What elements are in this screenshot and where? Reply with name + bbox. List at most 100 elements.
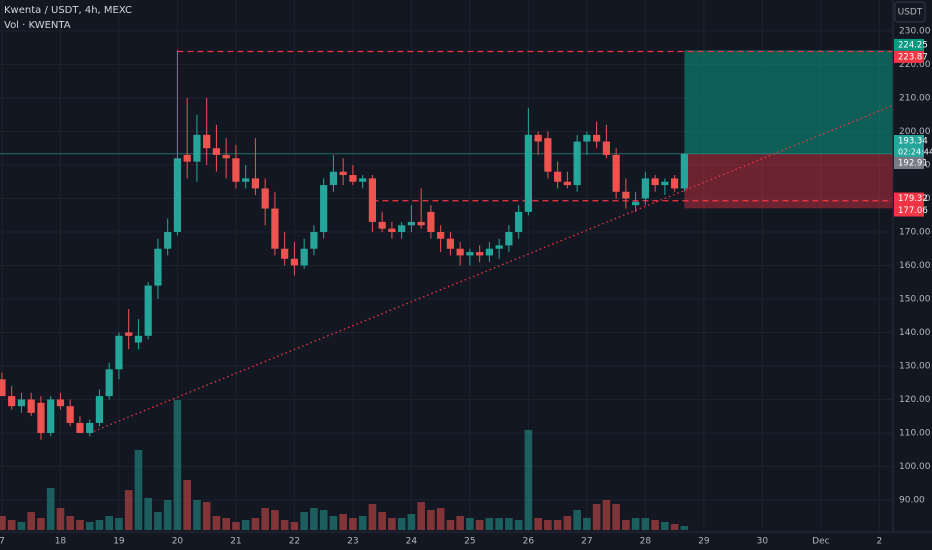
candle-body — [544, 138, 552, 172]
candle-body — [427, 211, 435, 232]
y-tick-label: 110.00 — [899, 428, 931, 438]
volume-bar — [300, 512, 308, 530]
candle-body — [290, 258, 299, 266]
volume-bar — [17, 522, 26, 530]
volume-bar — [651, 520, 659, 530]
candle-body — [515, 211, 523, 232]
candle-body — [193, 134, 201, 162]
y-tick-label: 200.00 — [899, 127, 931, 137]
candle-body — [339, 171, 347, 176]
volume-bar — [193, 500, 201, 530]
candle-body — [154, 248, 162, 286]
candle-body — [563, 181, 571, 186]
candle-body — [27, 399, 35, 413]
volume-bar — [163, 500, 172, 530]
price-tag — [894, 38, 924, 51]
volume-bar — [251, 518, 260, 530]
volume-pane — [0, 400, 689, 530]
candle-body — [76, 422, 84, 433]
candle-body — [456, 248, 464, 256]
volume-bar — [144, 498, 152, 530]
candle-body — [115, 335, 123, 370]
y-tick-label: 220.00 — [899, 60, 931, 70]
candle-body — [612, 154, 620, 192]
volume-bar — [319, 510, 328, 530]
x-tick-label: 29 — [698, 537, 710, 547]
countdown: 02:24:44 — [898, 148, 932, 157]
candle-body — [47, 399, 55, 433]
candle-body — [641, 178, 649, 199]
volume-bar — [388, 518, 396, 530]
volume-bar — [134, 450, 143, 530]
volume-bar — [85, 522, 94, 530]
candle-body — [203, 134, 211, 149]
volume-bar — [495, 518, 503, 530]
volume-bar — [427, 510, 435, 530]
volume-bar — [631, 518, 640, 530]
x-tick-label: 21 — [230, 537, 241, 547]
x-tick-label: Dec — [812, 537, 829, 547]
candle-body — [661, 181, 669, 186]
candle-body — [320, 185, 328, 232]
volume-bar — [446, 520, 455, 530]
candle-body — [505, 231, 513, 246]
candle-body — [95, 396, 104, 423]
loss-zone — [684, 153, 893, 209]
volume-bar — [173, 400, 182, 530]
y-tick-label: 140.00 — [899, 328, 931, 338]
x-tick-label: 24 — [406, 537, 418, 547]
candle-body — [407, 221, 416, 226]
candle-body — [8, 396, 16, 407]
price-tag-label: 193.34 — [898, 137, 928, 147]
candle-body — [602, 141, 610, 155]
candle-body — [134, 335, 143, 343]
volume-bar — [124, 490, 133, 530]
candle-body — [534, 134, 542, 142]
price-tag — [894, 192, 924, 205]
candle-body — [398, 225, 406, 232]
candle-body — [251, 178, 260, 189]
volume-bar — [417, 502, 425, 530]
candle-body — [261, 188, 269, 209]
candle-body — [671, 178, 679, 189]
x-tick-label: 20 — [172, 537, 184, 547]
volume-bar — [407, 514, 416, 530]
volume-bar — [368, 504, 377, 530]
currency-button[interactable] — [894, 1, 926, 23]
volume-bar — [544, 520, 552, 530]
volume-bar — [280, 520, 289, 530]
candle-body — [37, 402, 45, 433]
candle-body — [0, 379, 6, 397]
candle-body — [164, 231, 172, 249]
volume-bar — [95, 520, 104, 530]
currency-label[interactable]: USDT — [898, 8, 923, 18]
candle-body — [524, 134, 532, 212]
y-tick-label: 230.00 — [899, 27, 931, 37]
x-tick-label: 23 — [347, 537, 358, 547]
y-tick-label: 130.00 — [899, 361, 931, 371]
volume-bar — [485, 518, 494, 530]
candle-body — [680, 153, 688, 189]
y-tick-label: 150.00 — [899, 294, 931, 304]
volume-bar — [622, 520, 630, 530]
candle-body — [466, 252, 474, 256]
candle-body — [17, 399, 26, 407]
volume-bar — [505, 518, 513, 530]
candle-body — [183, 154, 191, 162]
volume-bar — [524, 430, 533, 530]
candle-body — [56, 399, 65, 407]
volume-bar — [290, 522, 299, 530]
volume-bar — [329, 516, 338, 530]
candle-body — [144, 285, 152, 336]
candle-body — [632, 201, 640, 206]
volume-bar — [339, 514, 347, 530]
volume-bar — [514, 520, 523, 530]
volume-bar — [563, 516, 572, 530]
volume-bar — [202, 502, 211, 530]
candle-body — [476, 252, 484, 256]
volume-bar — [212, 516, 221, 530]
y-tick-label: 210.00 — [899, 93, 931, 103]
